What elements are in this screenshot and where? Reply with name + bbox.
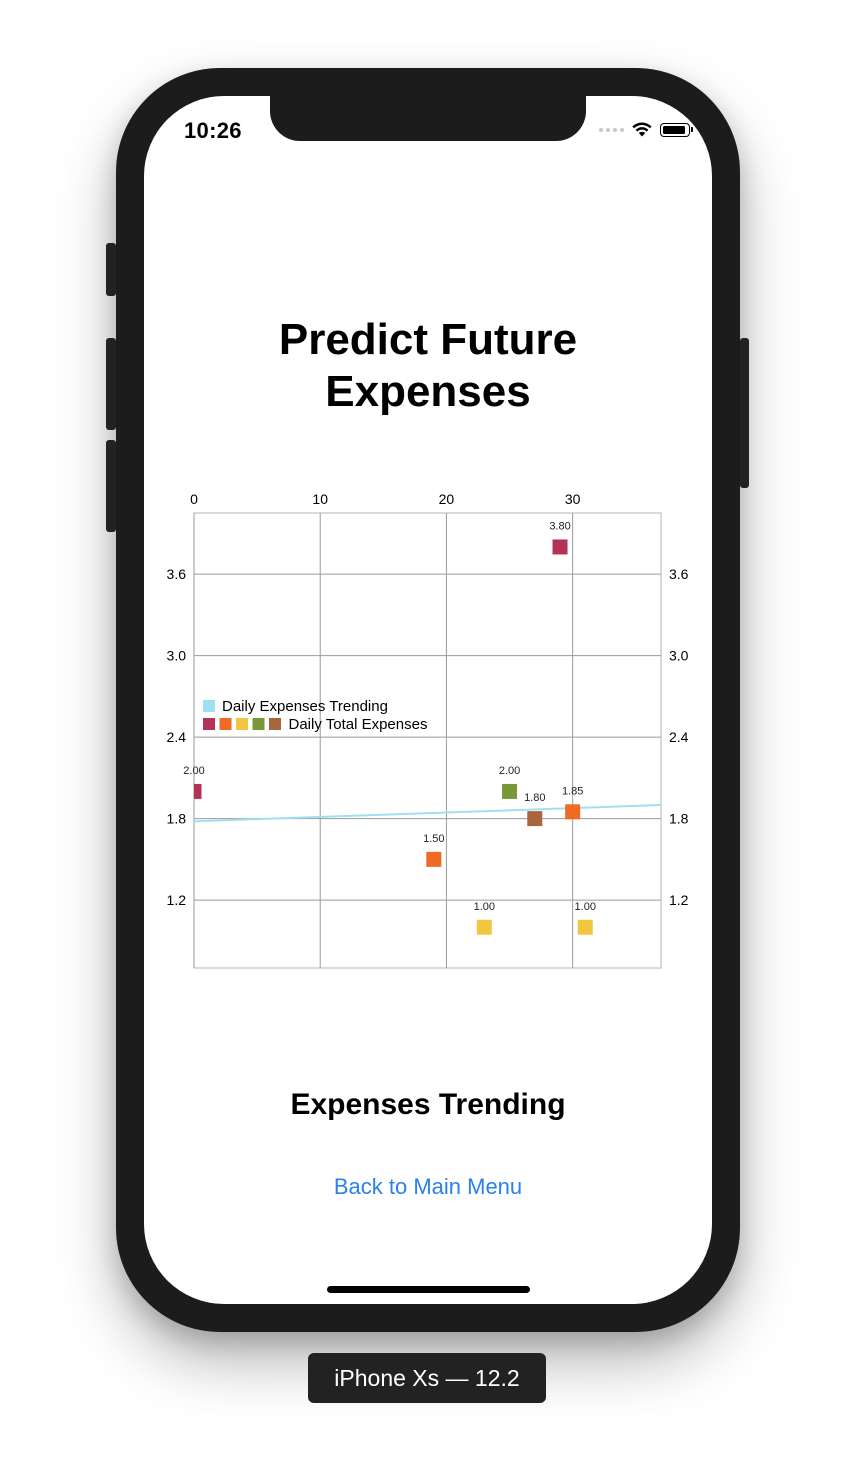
wifi-icon <box>632 122 652 137</box>
legend-swatch-total <box>269 718 281 730</box>
y-tick-label-left: 2.4 <box>167 729 187 745</box>
data-point <box>577 919 593 935</box>
chart-section-title: Expenses Trending <box>290 1088 566 1121</box>
data-label: 1.00 <box>474 901 495 913</box>
x-tick-label: 20 <box>439 491 455 507</box>
data-label: 1.85 <box>562 785 583 797</box>
y-tick-label-left: 1.2 <box>167 892 187 908</box>
data-point <box>476 919 492 935</box>
y-tick-label-left: 1.8 <box>167 811 187 827</box>
silent-switch <box>106 243 116 296</box>
legend-swatch-total <box>252 718 265 730</box>
page-title-line-2: Expenses <box>325 367 531 416</box>
y-tick-label-left: 3.6 <box>167 566 187 582</box>
y-tick-label-right: 1.8 <box>669 811 689 827</box>
volume-up-button <box>106 338 116 430</box>
data-label: 3.80 <box>549 520 570 532</box>
legend-label-trending: Daily Expenses Trending <box>222 698 388 715</box>
app-screen: 10:26 Predict Future Expenses 0 10 20 30 1.2… <box>144 96 712 1304</box>
data-label: 2.00 <box>499 765 520 777</box>
data-point <box>552 539 568 555</box>
scatter-chart: 0 10 20 30 1.2 1.2 1.8 1.8 2.4 2.4 3.0 3.0 3.6 3.6 2.0… <box>167 491 689 969</box>
page-title-line-1: Predict Future <box>278 315 578 364</box>
y-tick-label-left: 3.0 <box>167 648 187 664</box>
data-label: 1.00 <box>575 901 596 913</box>
data-label: 1.80 <box>524 792 545 804</box>
data-label: 2.00 <box>183 765 204 777</box>
legend-swatch-total <box>219 718 232 730</box>
power-button <box>740 338 749 488</box>
device-label: iPhone Xs — 12.2 <box>308 1353 546 1403</box>
legend-swatch-total <box>236 718 248 730</box>
data-point <box>502 783 518 799</box>
volume-down-button <box>106 440 116 532</box>
x-tick-label: 30 <box>565 491 581 507</box>
notch <box>270 96 586 141</box>
x-tick-label: 0 <box>190 491 198 507</box>
legend-label-total: Daily Total Expenses <box>289 716 428 733</box>
y-tick-label-right: 3.6 <box>669 566 689 582</box>
page-title: Predict Future Expenses <box>144 314 712 418</box>
data-point <box>426 851 442 867</box>
status-time: 10:26 <box>184 118 242 143</box>
battery-icon <box>660 122 693 137</box>
x-tick-label: 10 <box>312 491 328 507</box>
data-point <box>194 783 202 799</box>
legend-swatch-total <box>203 718 215 730</box>
data-label: 1.50 <box>423 833 444 845</box>
y-tick-label-right: 3.0 <box>669 648 689 664</box>
back-to-main-menu-link[interactable]: Back to Main Menu <box>333 1174 523 1199</box>
signal-icon <box>599 127 624 132</box>
data-point <box>565 804 581 820</box>
trend-line <box>193 804 662 823</box>
home-indicator <box>327 1286 530 1293</box>
legend-swatch-trending <box>203 700 215 712</box>
y-tick-label-right: 2.4 <box>669 729 689 745</box>
y-tick-label-right: 1.2 <box>669 892 689 908</box>
data-point <box>527 811 543 827</box>
status-icons <box>599 122 693 137</box>
